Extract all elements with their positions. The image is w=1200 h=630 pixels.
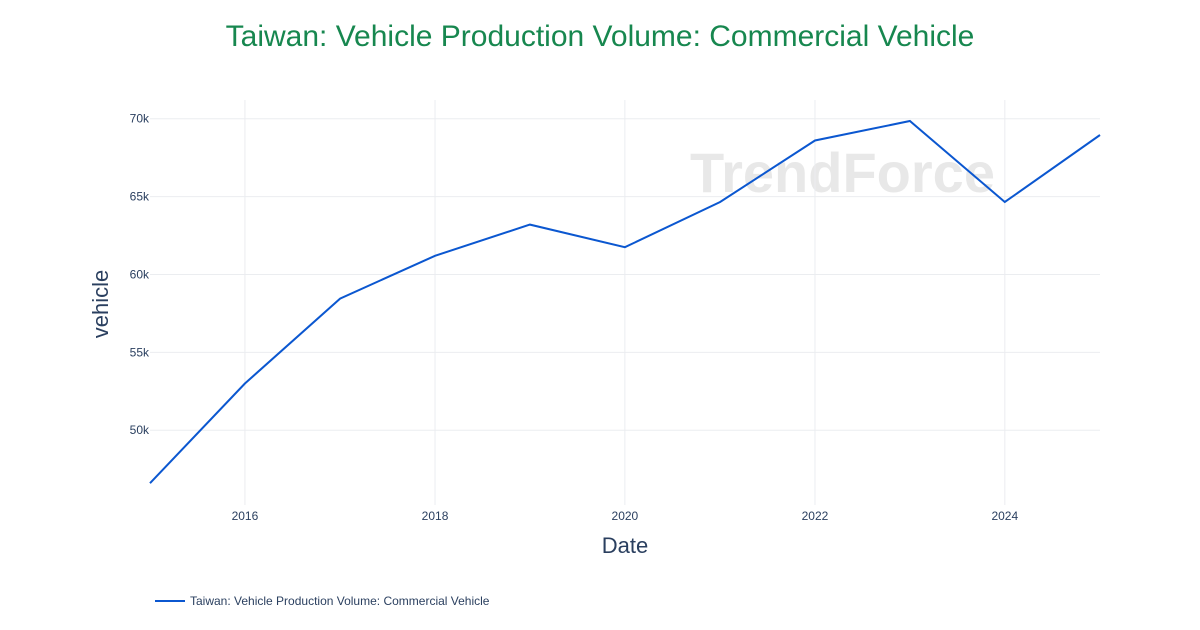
chart-title: Taiwan: Vehicle Production Volume: Comme… <box>225 20 975 53</box>
y-tick-label: 70k <box>130 112 150 126</box>
grid <box>150 100 1100 505</box>
x-tick-label: 2022 <box>802 509 829 523</box>
x-tick-label: 2024 <box>991 509 1018 523</box>
y-tick-label: 55k <box>130 345 150 359</box>
legend[interactable]: Taiwan: Vehicle Production Volume: Comme… <box>155 594 489 608</box>
trendforce-watermark: TrendForce <box>690 141 995 204</box>
y-tick-label: 60k <box>130 267 150 281</box>
y-tick-label: 50k <box>130 423 150 437</box>
series-line <box>149 119 1101 484</box>
y-axis-title: vehicle <box>88 270 113 338</box>
x-tick-label: 2018 <box>422 509 449 523</box>
x-axis-ticks: 2016 2018 2020 2022 2024 <box>232 509 1019 523</box>
x-tick-label: 2020 <box>612 509 639 523</box>
legend-label: Taiwan: Vehicle Production Volume: Comme… <box>190 594 490 608</box>
y-axis-ticks: 50k 55k 60k 65k 70k <box>130 112 150 438</box>
legend-line-swatch <box>155 600 185 602</box>
x-axis-title: Date <box>602 533 648 558</box>
y-tick-label: 65k <box>130 190 150 204</box>
x-tick-label: 2016 <box>232 509 259 523</box>
